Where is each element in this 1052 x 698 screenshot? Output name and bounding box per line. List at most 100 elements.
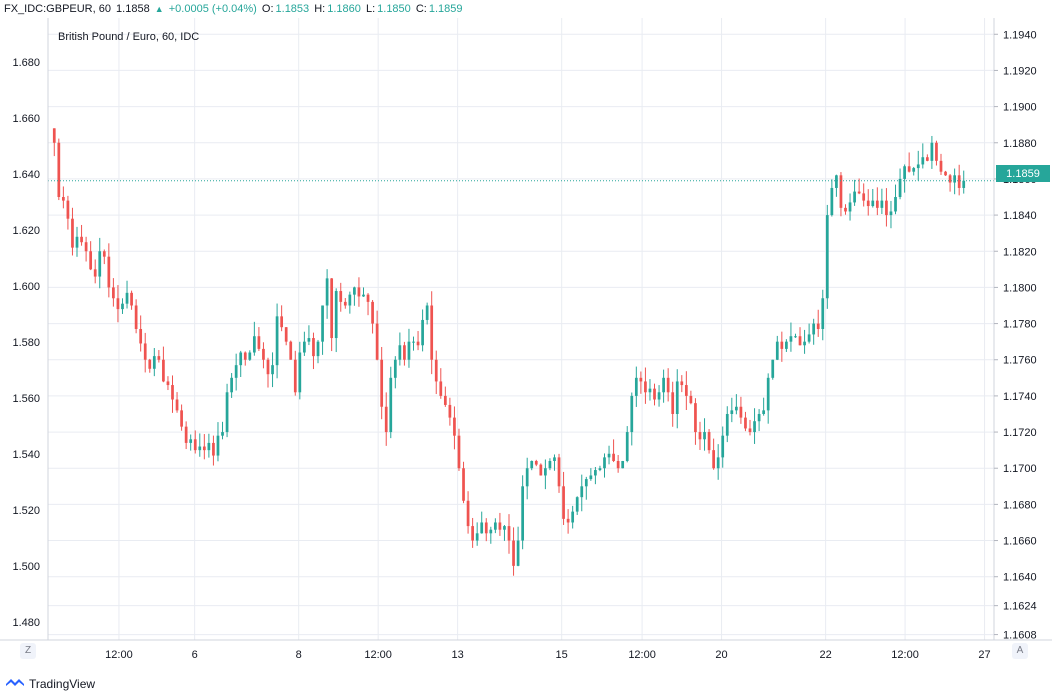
candle-body	[62, 197, 65, 201]
right-tick-label: 1.1760	[1003, 355, 1037, 367]
candle-body	[625, 432, 629, 461]
candle-body	[448, 404, 452, 418]
candle-body	[239, 352, 243, 366]
time-tick-label: 12:00	[105, 649, 133, 661]
candle-body	[766, 377, 770, 411]
candle-body	[293, 359, 297, 393]
candle-body	[653, 388, 656, 400]
candle-body	[544, 468, 547, 476]
candlestick-chart[interactable]: 1.680 1.660 1.640 1.620 1.600 1.580 1.560 1.540…	[0, 18, 1052, 665]
candle-body	[730, 410, 734, 414]
candle-body	[212, 442, 215, 456]
time-tick-label: 12:00	[364, 649, 392, 661]
candle-body	[221, 432, 224, 436]
candle-body	[334, 291, 338, 339]
candle-body	[962, 180, 966, 188]
candle-body	[589, 475, 593, 480]
candle-body	[775, 341, 779, 360]
symbol-header: FX_IDC:GBPEUR, 60 1.1858 ▲ +0.0005 (+0.0…	[0, 0, 1052, 18]
candle-body	[130, 292, 133, 306]
last-price: 1.1858	[116, 3, 150, 15]
chart-area[interactable]: 1.680 1.660 1.640 1.620 1.600 1.580 1.560 1.540…	[0, 18, 1052, 665]
candle-body	[307, 338, 311, 342]
candle-body	[575, 497, 579, 512]
candle-body	[80, 236, 83, 243]
symbol-label[interactable]: FX_IDC:GBPEUR, 60	[4, 3, 111, 15]
auto-scale-button[interactable]: A	[1012, 643, 1028, 659]
right-tick-label: 1.1624	[1003, 601, 1037, 613]
candle-body	[875, 200, 879, 208]
candle-body	[102, 251, 106, 257]
candle-body	[753, 421, 756, 433]
left-price-axis[interactable]: 1.680 1.660 1.640 1.620 1.600 1.580 1.560 1.540…	[12, 57, 40, 629]
candle-body	[684, 385, 688, 396]
candle-body	[794, 336, 797, 338]
candle-body	[443, 395, 447, 405]
candle-body	[534, 460, 538, 465]
candle-body	[157, 356, 161, 360]
candle-body	[739, 406, 743, 418]
candle-body	[316, 341, 320, 357]
candle-body	[598, 468, 602, 471]
candle-body	[848, 202, 852, 212]
candle-body	[521, 486, 525, 541]
right-tick-label: 1.1940	[1003, 29, 1037, 41]
current-price-badge	[996, 165, 1050, 182]
high-label: H:	[314, 3, 326, 15]
candle-body	[125, 292, 129, 304]
candle-body	[557, 457, 561, 487]
open-label: O:	[261, 3, 274, 15]
candle-body	[671, 392, 675, 414]
candle-body	[616, 460, 620, 469]
candle-body	[380, 359, 384, 407]
candle-body	[457, 435, 461, 469]
candle-body	[393, 359, 397, 378]
candle-body	[866, 200, 870, 207]
left-tick-label: 1.640	[12, 169, 40, 181]
candle-body	[662, 377, 665, 393]
candle-body	[434, 359, 438, 382]
right-price-axis[interactable]: 1.19401.19201.19001.18801.18601.18401.18…	[994, 29, 1037, 642]
candle-body	[116, 298, 120, 310]
time-tick-label: 20	[715, 649, 727, 661]
tradingview-logo-icon[interactable]	[6, 677, 24, 691]
candle-body	[748, 428, 752, 433]
candle-body	[566, 518, 570, 523]
time-tick-label: 22	[819, 649, 831, 661]
candle-body	[189, 439, 193, 443]
candle-body	[944, 171, 947, 176]
brand-name[interactable]: TradingView	[29, 677, 96, 691]
candle-body	[430, 305, 434, 360]
candle-body	[275, 316, 279, 366]
candle-body	[412, 341, 415, 343]
right-tick-label: 1.1680	[1003, 499, 1037, 511]
candle-body	[744, 417, 747, 429]
candle-body	[798, 336, 802, 346]
time-tick-label: 6	[192, 649, 198, 661]
candle-body	[398, 345, 402, 360]
candle-body	[225, 392, 229, 433]
time-axis[interactable]: 12:00 6 8 12:00 13 15 12:00 20 22 12:00 27	[105, 649, 990, 661]
candle-body	[612, 453, 615, 461]
right-tick-label: 1.1900	[1003, 102, 1037, 114]
candle-body	[907, 166, 911, 172]
candle-body	[894, 197, 897, 212]
candle-body	[339, 291, 343, 302]
high-value: 1.1860	[327, 3, 361, 15]
candle-body	[839, 175, 843, 208]
right-tick-label: 1.1660	[1003, 536, 1037, 548]
candle-body	[403, 345, 406, 360]
candle-body	[807, 334, 811, 342]
right-tick-label: 1.1780	[1003, 319, 1037, 331]
close-label: C:	[415, 3, 427, 15]
log-scale-z-button[interactable]: Z	[20, 643, 36, 659]
candle-body	[871, 200, 875, 207]
right-tick-label: 1.1740	[1003, 391, 1037, 403]
left-tick-label: 1.480	[12, 617, 40, 629]
candle-body	[202, 446, 206, 451]
up-triangle-icon: ▲	[154, 4, 164, 14]
candle-body	[466, 500, 470, 527]
candle-body	[252, 336, 256, 353]
candle-body	[248, 352, 252, 360]
candle-body	[930, 142, 934, 161]
